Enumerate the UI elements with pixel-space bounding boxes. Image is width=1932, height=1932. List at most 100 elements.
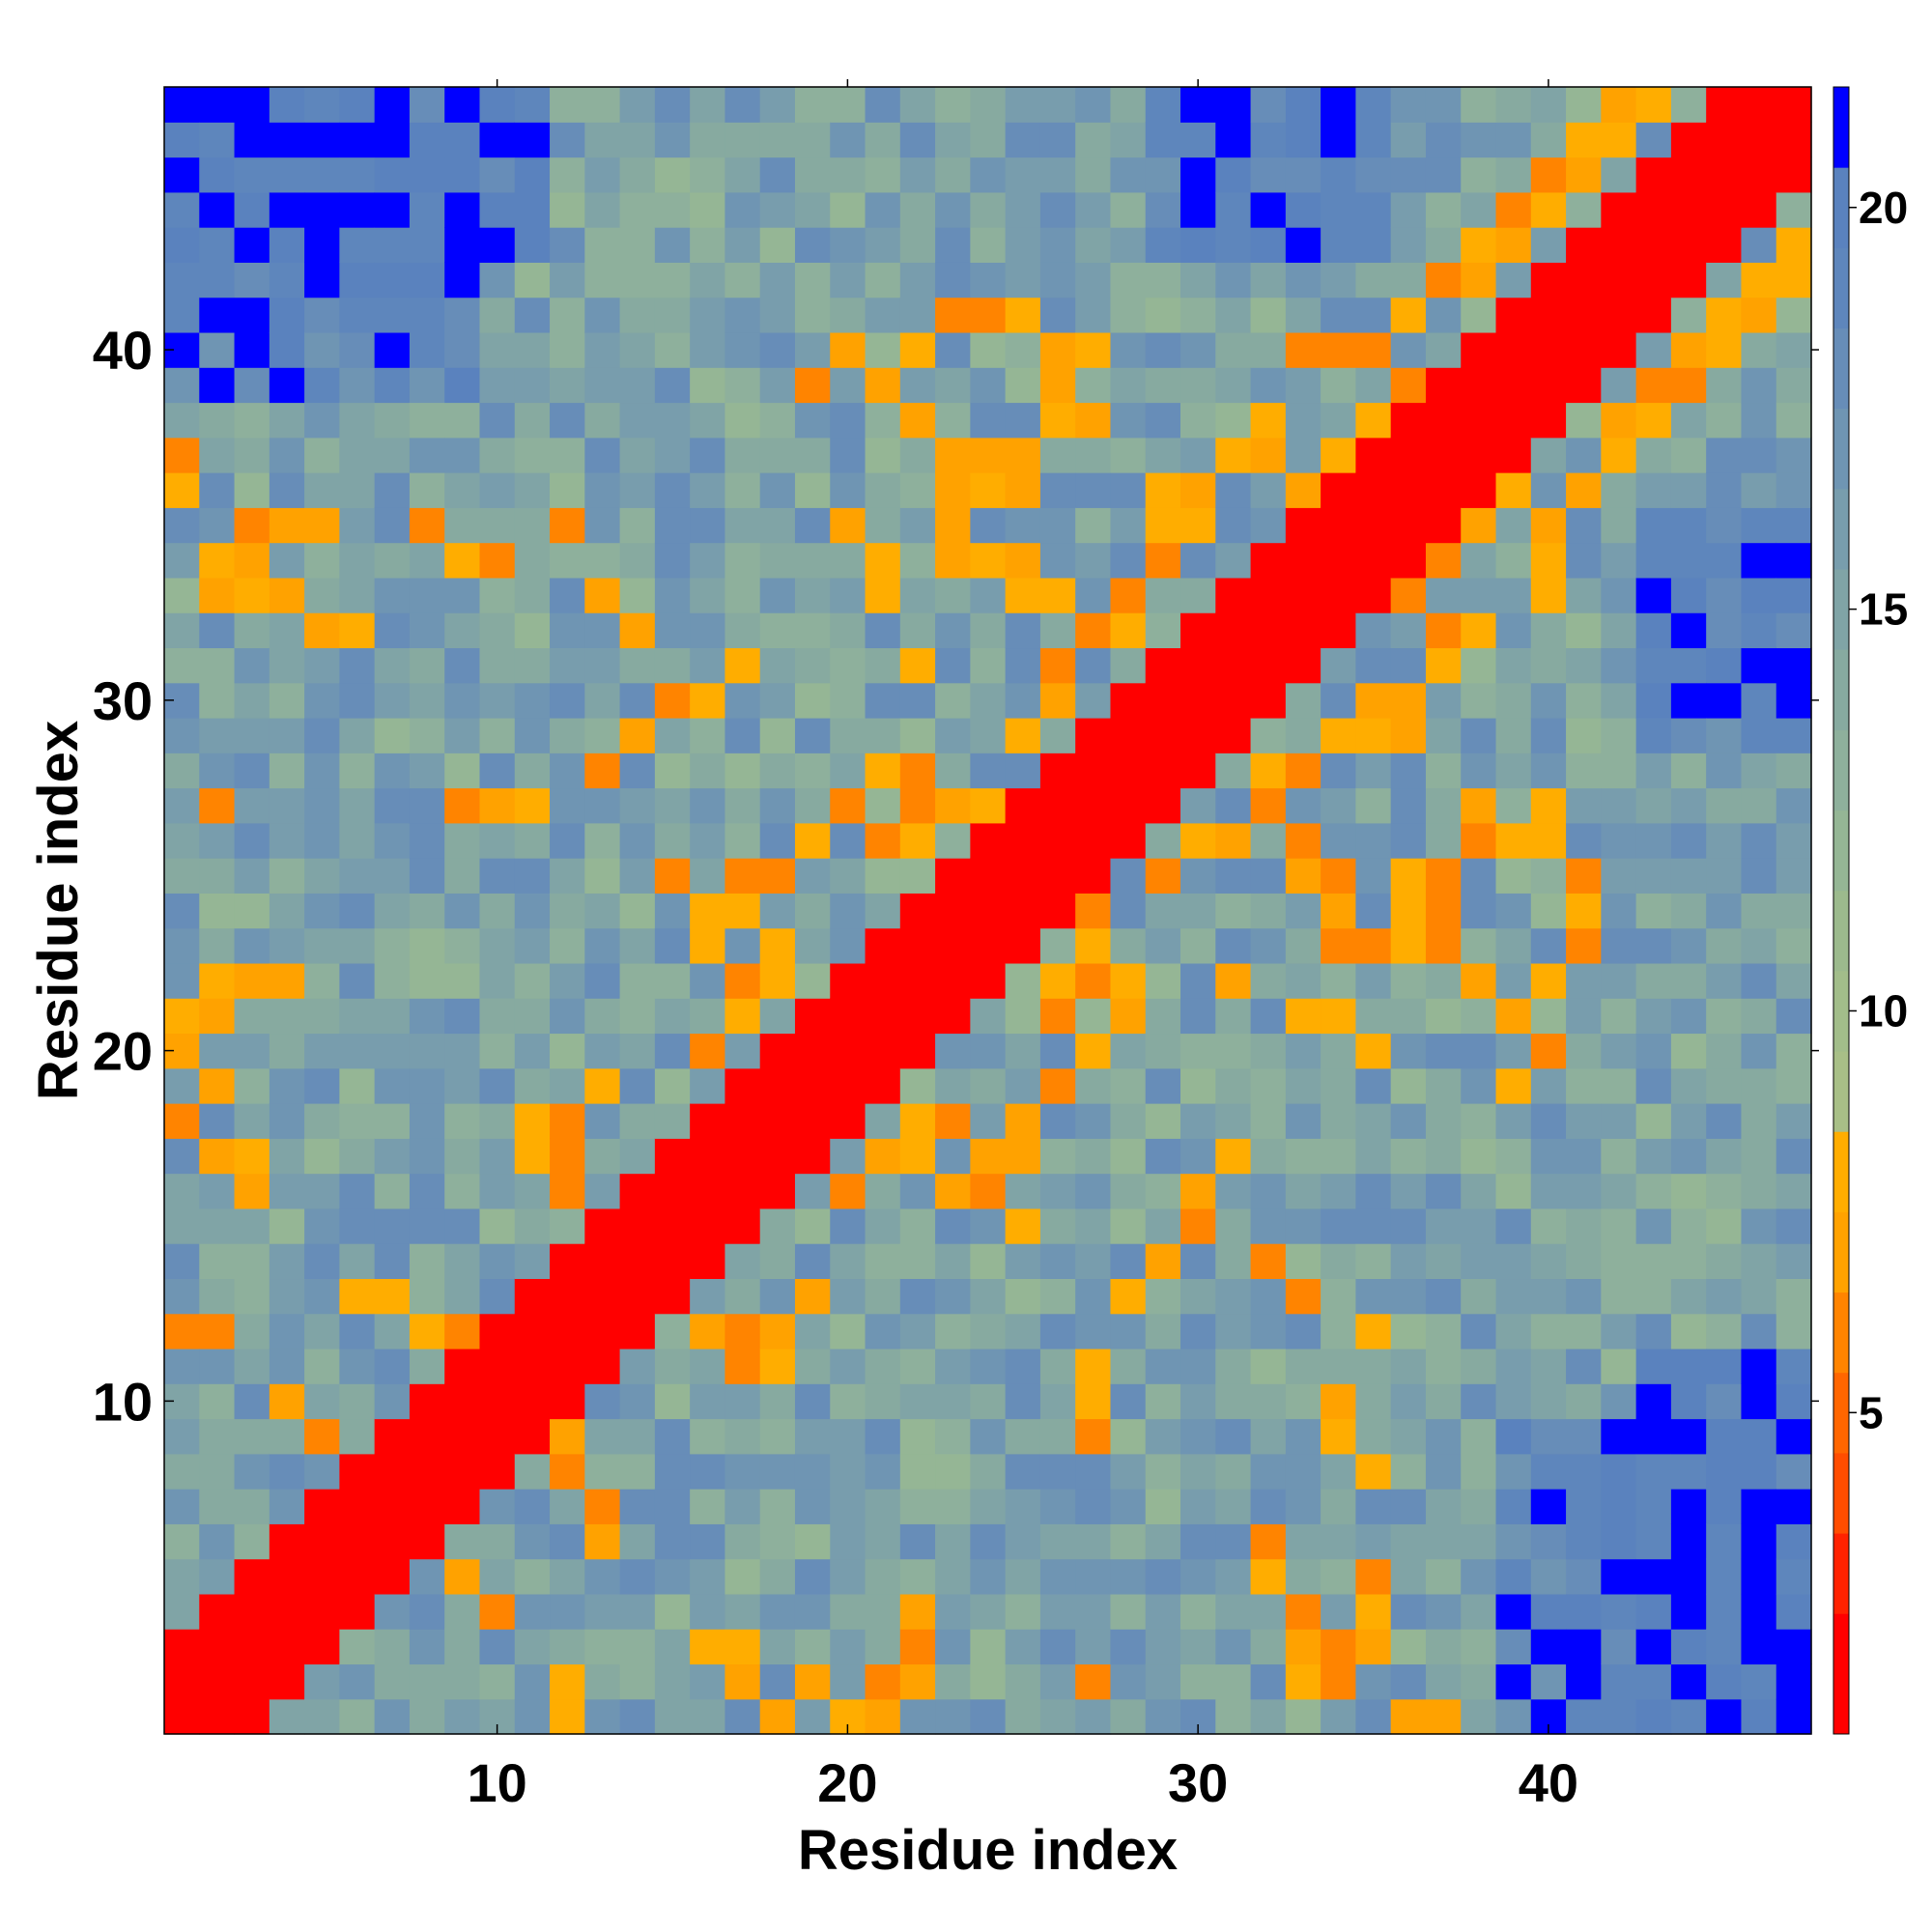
heatmap-cell [1566,542,1602,579]
heatmap-cell [1250,962,1287,999]
heatmap-cell [1215,998,1252,1035]
heatmap-cell [164,1243,200,1280]
heatmap-cell [1776,753,1812,789]
x-tick-label: 40 [1519,1752,1578,1813]
heatmap-cell [1321,753,1357,789]
heatmap-cell [374,927,411,964]
heatmap-cell [724,1173,761,1209]
heatmap-cell [654,1138,691,1175]
heatmap-cell [1250,262,1287,298]
heatmap-cell [1601,1629,1637,1665]
heatmap-cell [1075,1489,1112,1524]
heatmap-cell [1005,682,1041,719]
heatmap-cell [514,1629,551,1665]
heatmap-cell [935,156,971,193]
heatmap-cell [724,1243,761,1280]
heatmap-cell [444,1663,481,1700]
heatmap-cell [1180,1453,1216,1490]
heatmap-cell [234,1208,270,1244]
heatmap-cell [479,1593,516,1630]
heatmap-cell [654,437,691,473]
heatmap-cell [1355,1558,1392,1595]
heatmap-cell [1706,437,1743,473]
heatmap-cell [584,1383,621,1420]
heatmap-cell [654,1033,691,1069]
heatmap-cell [479,893,516,929]
heatmap-cell [1215,1348,1252,1384]
heatmap-cell [1285,682,1321,719]
heatmap-cell [724,858,761,894]
heatmap-cell [759,822,796,859]
colorbar-tick-label: 10 [1859,985,1908,1036]
heatmap-cell [550,122,585,158]
heatmap-cell [1706,1067,1743,1104]
heatmap-cell [690,367,726,404]
heatmap-cell [514,402,551,439]
heatmap-cell [1039,1138,1076,1175]
heatmap-cell [1145,1663,1181,1700]
heatmap-cell [1741,1523,1777,1560]
heatmap-cell [1566,1033,1602,1069]
heatmap-cell [899,858,936,894]
heatmap-cell [1741,472,1777,508]
heatmap-cell [1285,472,1321,508]
heatmap-cell [444,1278,481,1315]
heatmap-cell [1075,753,1112,789]
heatmap-cell [304,1067,340,1104]
heatmap-cell [584,122,621,158]
heatmap-cell [1215,1138,1252,1175]
heatmap-cell [935,1103,971,1139]
heatmap-cell [619,1138,656,1175]
heatmap-cell [654,998,691,1035]
heatmap-cell [899,962,936,999]
heatmap-cell [1250,927,1287,964]
heatmap-cell [1180,998,1216,1035]
heatmap-cell [724,402,761,439]
heatmap-cell [409,437,445,473]
heatmap-cell [479,1103,516,1139]
heatmap-cell [550,1173,585,1209]
heatmap-cell [339,1313,376,1350]
heatmap-cell [164,87,200,123]
colorbar-segment [1833,569,1849,650]
heatmap-cell [1215,1033,1252,1069]
heatmap-cell [1039,1489,1076,1524]
heatmap-cell [1145,507,1181,544]
heatmap-cell [1145,858,1181,894]
heatmap-cell [1321,1313,1357,1350]
heatmap-cell [1180,297,1216,333]
heatmap-cell [304,577,340,613]
heatmap-cell [1425,787,1462,824]
heatmap-cell [1321,367,1357,404]
heatmap-cell [1741,1593,1777,1630]
heatmap-cell [830,472,867,508]
heatmap-cell [1250,1278,1287,1315]
heatmap-cell [1005,1103,1041,1139]
heatmap-cell [1601,1383,1637,1420]
heatmap-cell [1005,472,1041,508]
heatmap-cell [1215,87,1252,123]
heatmap-cell [830,1489,867,1524]
heatmap-cell [1495,1138,1532,1175]
heatmap-cell [1039,1173,1076,1209]
heatmap-cell [1495,822,1532,859]
heatmap-cell [1110,227,1147,263]
heatmap-cell [1005,858,1041,894]
heatmap-cell [1635,1523,1672,1560]
heatmap-cell [514,927,551,964]
heatmap-cell [1425,331,1462,368]
heatmap-cell [199,998,236,1035]
heatmap-cell [1566,1208,1602,1244]
heatmap-cell [1355,402,1392,439]
heatmap-cell [479,402,516,439]
heatmap-cell [409,122,445,158]
heatmap-cell [865,1489,901,1524]
heatmap-cell [1566,262,1602,298]
heatmap-cell [1635,927,1672,964]
heatmap-cell [514,858,551,894]
heatmap-cell [1566,787,1602,824]
heatmap-cell [724,1629,761,1665]
heatmap-cell [1425,1489,1462,1524]
heatmap-cell [654,402,691,439]
heatmap-cell [759,1663,796,1700]
